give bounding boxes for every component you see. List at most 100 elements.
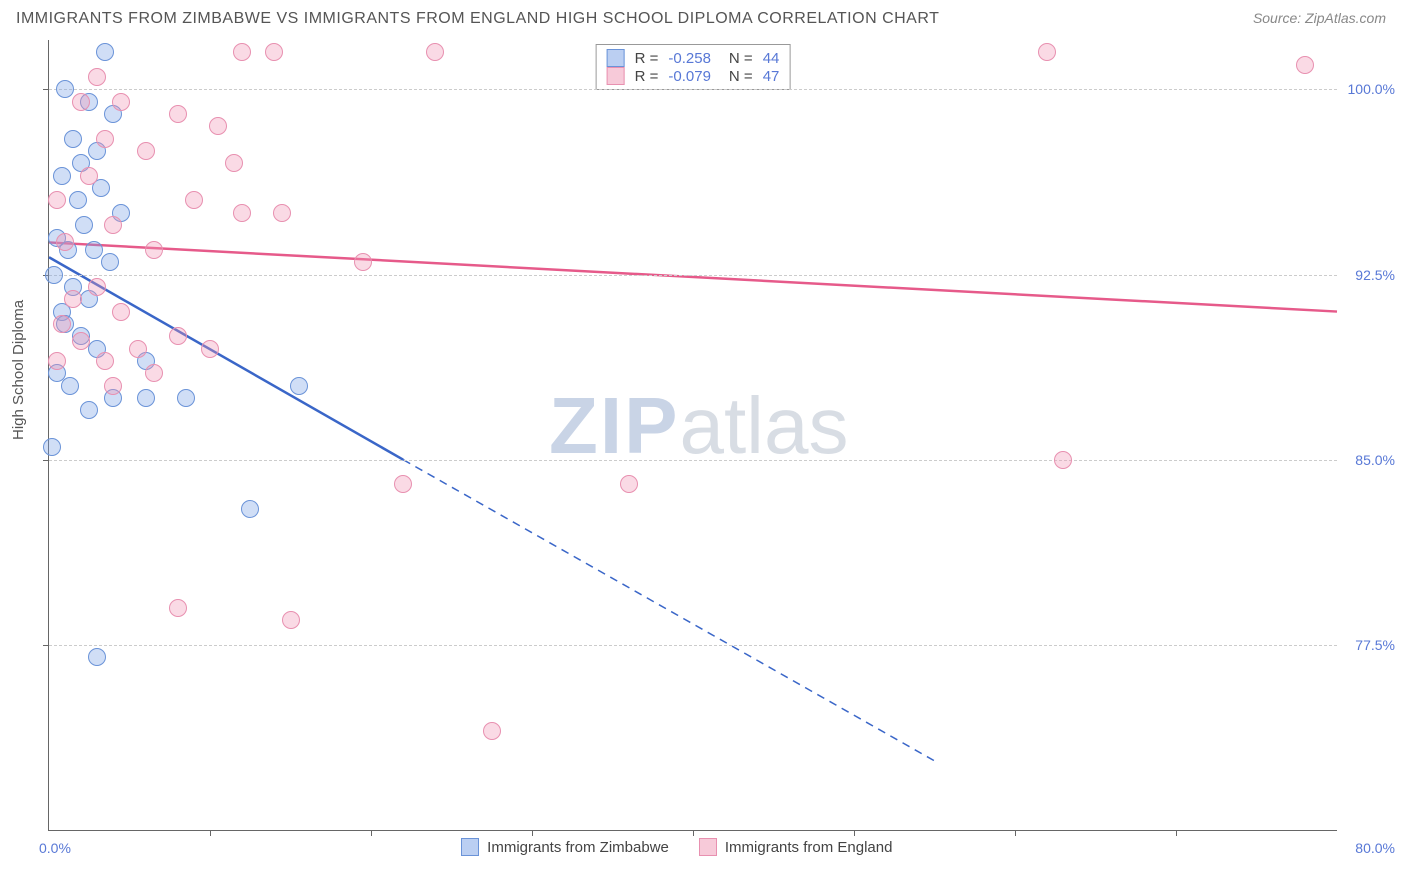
legend-item-england: Immigrants from England — [699, 838, 893, 856]
source-label: Source: ZipAtlas.com — [1253, 10, 1386, 26]
x-tick — [1176, 830, 1177, 836]
point-england — [56, 233, 74, 251]
n-label: N = — [729, 68, 753, 85]
point-zimbabwe — [177, 389, 195, 407]
legend-label: Immigrants from Zimbabwe — [487, 839, 669, 856]
x-tick — [1015, 830, 1016, 836]
point-zimbabwe — [85, 241, 103, 259]
point-england — [53, 315, 71, 333]
r-label: R = — [635, 68, 659, 85]
point-england — [145, 241, 163, 259]
point-zimbabwe — [290, 377, 308, 395]
legend-label: Immigrants from England — [725, 839, 893, 856]
watermark-zip: ZIP — [549, 381, 679, 470]
x-tick-max: 80.0% — [1355, 840, 1395, 856]
point-england — [282, 611, 300, 629]
point-england — [72, 332, 90, 350]
point-england — [169, 599, 187, 617]
point-england — [483, 722, 501, 740]
x-tick-min: 0.0% — [39, 840, 71, 856]
point-zimbabwe — [43, 438, 61, 456]
watermark: ZIPatlas — [549, 380, 848, 472]
point-zimbabwe — [75, 216, 93, 234]
legend-item-zimbabwe: Immigrants from Zimbabwe — [461, 838, 669, 856]
point-england — [185, 191, 203, 209]
point-zimbabwe — [241, 500, 259, 518]
point-england — [48, 352, 66, 370]
legend-row-zimbabwe: R = -0.258 N = 44 — [607, 49, 780, 67]
point-zimbabwe — [88, 648, 106, 666]
point-england — [265, 43, 283, 61]
point-england — [233, 204, 251, 222]
point-zimbabwe — [69, 191, 87, 209]
point-england — [80, 167, 98, 185]
point-england — [96, 352, 114, 370]
n-value: 44 — [763, 50, 780, 67]
n-value: 47 — [763, 68, 780, 85]
gridline — [49, 460, 1337, 461]
y-tick — [43, 645, 49, 646]
y-axis-label: High School Diploma — [10, 300, 27, 440]
x-tick — [693, 830, 694, 836]
point-england — [273, 204, 291, 222]
point-zimbabwe — [45, 266, 63, 284]
gridline — [49, 275, 1337, 276]
r-value: -0.258 — [668, 50, 711, 67]
series-legend: Immigrants from Zimbabwe Immigrants from… — [461, 838, 892, 856]
correlation-legend: R = -0.258 N = 44 R = -0.079 N = 47 — [596, 44, 791, 90]
point-england — [426, 43, 444, 61]
point-england — [104, 377, 122, 395]
point-england — [104, 216, 122, 234]
point-england — [225, 154, 243, 172]
point-england — [64, 290, 82, 308]
y-tick — [43, 460, 49, 461]
point-england — [96, 130, 114, 148]
point-zimbabwe — [61, 377, 79, 395]
point-england — [88, 68, 106, 86]
point-england — [72, 93, 90, 111]
point-england — [129, 340, 147, 358]
point-england — [169, 327, 187, 345]
swatch-pink-icon — [607, 67, 625, 85]
x-tick — [210, 830, 211, 836]
y-tick-label: 100.0% — [1348, 81, 1395, 97]
point-zimbabwe — [64, 130, 82, 148]
point-england — [1296, 56, 1314, 74]
point-england — [1054, 451, 1072, 469]
point-zimbabwe — [137, 389, 155, 407]
point-england — [233, 43, 251, 61]
point-england — [201, 340, 219, 358]
point-zimbabwe — [53, 167, 71, 185]
n-label: N = — [729, 50, 753, 67]
x-tick — [854, 830, 855, 836]
chart-title: IMMIGRANTS FROM ZIMBABWE VS IMMIGRANTS F… — [16, 10, 939, 28]
point-zimbabwe — [56, 80, 74, 98]
point-zimbabwe — [96, 43, 114, 61]
point-england — [137, 142, 155, 160]
x-tick — [532, 830, 533, 836]
legend-row-england: R = -0.079 N = 47 — [607, 67, 780, 85]
r-label: R = — [635, 50, 659, 67]
point-england — [620, 475, 638, 493]
point-zimbabwe — [101, 253, 119, 271]
y-tick-label: 92.5% — [1355, 267, 1395, 283]
swatch-blue-icon — [607, 49, 625, 67]
point-england — [48, 191, 66, 209]
point-england — [394, 475, 412, 493]
x-tick — [371, 830, 372, 836]
point-england — [112, 93, 130, 111]
watermark-atlas: atlas — [679, 381, 848, 470]
y-tick-label: 77.5% — [1355, 637, 1395, 653]
point-england — [209, 117, 227, 135]
point-england — [169, 105, 187, 123]
gridline — [49, 89, 1337, 90]
point-england — [112, 303, 130, 321]
point-england — [145, 364, 163, 382]
r-value: -0.079 — [668, 68, 711, 85]
swatch-blue-icon — [461, 838, 479, 856]
scatter-chart: ZIPatlas R = -0.258 N = 44 R = -0.079 N … — [48, 40, 1337, 831]
y-tick-label: 85.0% — [1355, 452, 1395, 468]
gridline — [49, 645, 1337, 646]
point-england — [354, 253, 372, 271]
y-tick — [43, 89, 49, 90]
